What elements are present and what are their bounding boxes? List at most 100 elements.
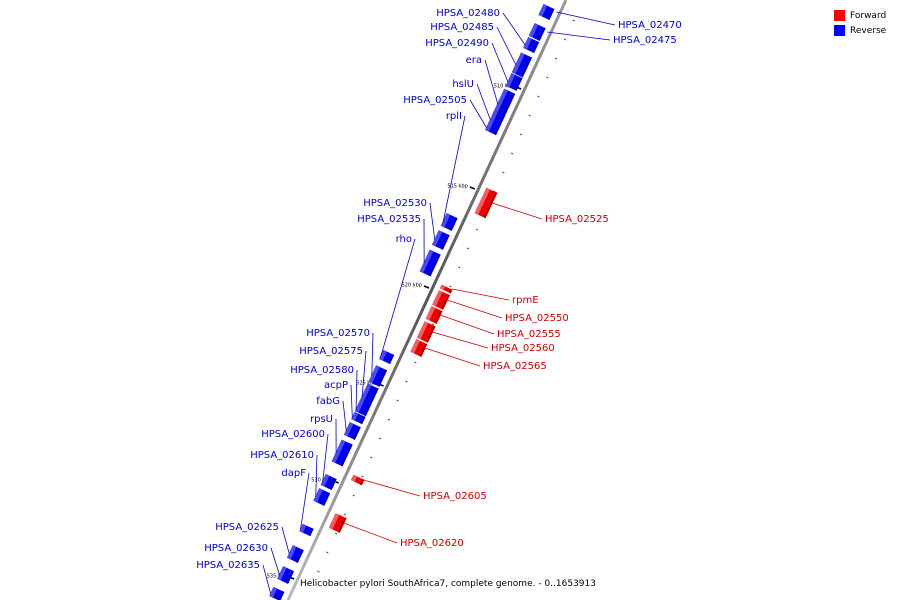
reverse-gene-19-highlight xyxy=(313,488,323,503)
minor-tick xyxy=(572,19,575,22)
reverse-gene-18[interactable] xyxy=(320,474,337,490)
forward-gene-1[interactable] xyxy=(439,284,453,294)
reverse-gene-6-label: hslU xyxy=(452,79,474,90)
minor-tick xyxy=(387,418,391,421)
reverse-gene-8[interactable] xyxy=(440,213,458,231)
forward-gene-6-highlight xyxy=(350,474,358,482)
legend-reverse: Reverse xyxy=(834,25,892,36)
reverse-gene-20-shade xyxy=(308,528,314,537)
reverse-gene-20[interactable] xyxy=(299,523,314,537)
forward-gene-5-label: HPSA_02565 xyxy=(483,361,547,372)
reverse-gene-4-leader xyxy=(491,42,509,83)
reverse-gene-7[interactable] xyxy=(485,120,501,136)
forward-gene-3[interactable] xyxy=(425,306,443,324)
reverse-gene-11-shade xyxy=(388,354,395,365)
forward-gene-4-shade xyxy=(426,325,436,343)
reverse-gene-12-shade xyxy=(377,369,388,387)
reverse-gene-8-highlight xyxy=(440,213,451,228)
reverse-gene-11[interactable] xyxy=(379,349,395,365)
forward-gene-2[interactable] xyxy=(432,290,450,310)
forward-gene-4-highlight xyxy=(416,321,429,340)
minor-tick xyxy=(537,95,540,98)
forward-gene-4-body xyxy=(416,321,436,343)
reverse-gene-13[interactable] xyxy=(357,383,379,411)
reverse-gene-2[interactable] xyxy=(523,37,540,53)
reverse-gene-15-label: acpP xyxy=(324,380,348,391)
forward-gene-4[interactable] xyxy=(416,321,436,343)
forward-gene-0-leader xyxy=(491,202,543,220)
reverse-gene-11-label: rho xyxy=(396,234,412,245)
scale-tick-label: 525 kbp xyxy=(356,381,376,387)
reverse-gene-10-highlight xyxy=(419,249,434,274)
reverse-gene-18-leader xyxy=(322,433,329,483)
reverse-gene-9-leader xyxy=(429,202,436,241)
reverse-gene-13-leader xyxy=(361,350,367,398)
reverse-gene-9-shade xyxy=(441,234,450,250)
reverse-gene-10-body xyxy=(419,249,441,277)
forward-gene-6[interactable] xyxy=(350,474,365,486)
reverse-gene-14-leader xyxy=(355,369,358,411)
reverse-gene-9-highlight xyxy=(431,230,443,247)
legend-reverse-swatch xyxy=(834,25,845,36)
reverse-gene-12-highlight xyxy=(368,365,380,384)
reverse-gene-21-leader xyxy=(281,526,290,555)
forward-gene-0-highlight xyxy=(474,187,491,215)
reverse-gene-21[interactable] xyxy=(286,545,304,563)
forward-gene-0[interactable] xyxy=(474,187,498,219)
reverse-gene-14[interactable] xyxy=(354,403,370,417)
reverse-gene-22-highlight xyxy=(277,566,287,581)
reverse-gene-22-shade xyxy=(286,570,294,584)
reverse-gene-19-shade xyxy=(322,492,331,506)
reverse-gene-3[interactable] xyxy=(511,52,532,78)
reverse-gene-6-leader xyxy=(476,83,491,121)
reverse-gene-17-body xyxy=(331,439,353,467)
forward-gene-7-highlight xyxy=(328,513,340,530)
reverse-gene-22[interactable] xyxy=(277,566,294,584)
forward-gene-7[interactable] xyxy=(328,513,347,533)
scale-tick-label: 520 kbp xyxy=(402,283,422,289)
reverse-gene-12[interactable] xyxy=(368,365,388,387)
forward-gene-3-highlight xyxy=(425,306,436,321)
reverse-gene-5-leader xyxy=(484,59,499,105)
reverse-gene-16-label: fabG xyxy=(316,396,340,407)
forward-gene-7-shade xyxy=(337,517,347,533)
reverse-gene-7-leader xyxy=(469,99,488,129)
reverse-gene-20-label: dapF xyxy=(281,468,306,479)
forward-gene-2-body xyxy=(432,290,450,310)
reverse-gene-3-shade xyxy=(520,56,532,78)
forward-gene-0-label: HPSA_02525 xyxy=(545,214,609,225)
reverse-gene-12-body xyxy=(368,365,388,387)
forward-gene-7-leader xyxy=(343,522,398,544)
reverse-gene-8-leader xyxy=(442,115,466,223)
reverse-gene-4[interactable] xyxy=(505,73,523,91)
minor-tick xyxy=(361,475,364,478)
reverse-gene-18-highlight xyxy=(320,474,330,487)
reverse-gene-7-highlight xyxy=(485,120,493,132)
reverse-gene-16[interactable] xyxy=(343,422,361,440)
reverse-gene-9[interactable] xyxy=(431,230,450,250)
legend-reverse-label: Reverse xyxy=(850,25,887,36)
legend-forward-swatch xyxy=(834,10,845,21)
reverse-gene-19[interactable] xyxy=(313,488,331,506)
forward-gene-3-shade xyxy=(434,310,443,324)
reverse-gene-8-label: rplI xyxy=(446,111,462,122)
reverse-gene-5-label: era xyxy=(466,55,482,66)
reverse-gene-10-shade xyxy=(428,253,441,277)
reverse-gene-5[interactable] xyxy=(492,88,516,120)
reverse-gene-0-label: HPSA_02470 xyxy=(618,20,682,31)
reverse-gene-1[interactable] xyxy=(528,23,546,41)
forward-gene-3-leader xyxy=(439,314,495,335)
minor-tick xyxy=(554,57,558,60)
reverse-gene-10[interactable] xyxy=(419,249,441,277)
reverse-gene-20-leader xyxy=(300,472,310,531)
reverse-gene-17[interactable] xyxy=(331,439,353,467)
reverse-gene-5-body xyxy=(492,88,516,120)
reverse-gene-13-body xyxy=(357,383,379,411)
reverse-gene-23-label: HPSA_02635 xyxy=(196,560,260,571)
forward-gene-5[interactable] xyxy=(410,339,428,357)
reverse-gene-23[interactable] xyxy=(269,586,285,600)
reverse-gene-15[interactable] xyxy=(351,411,366,425)
reverse-gene-0[interactable] xyxy=(538,4,555,20)
reverse-gene-19-label: HPSA_02610 xyxy=(250,450,314,461)
